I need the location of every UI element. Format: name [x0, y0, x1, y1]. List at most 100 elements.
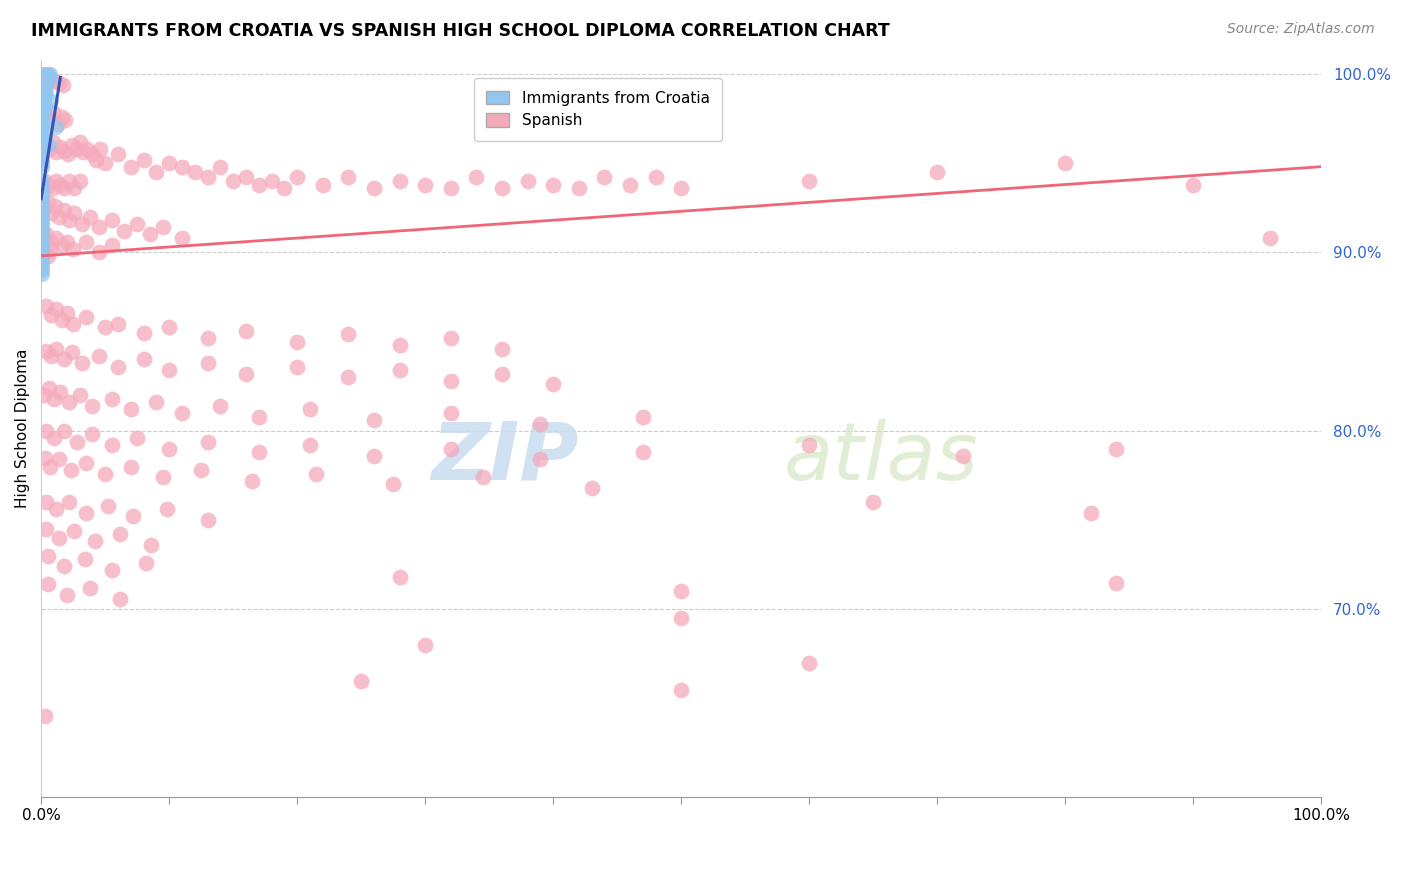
Point: [235, 170, 257, 185]
Point: [35, 227, 58, 242]
Point: [388, 338, 411, 352]
Point: [107, 359, 129, 374]
Point: [39, 67, 62, 81]
Point: [52, 78, 75, 92]
Point: [337, 327, 360, 342]
Point: [49, 140, 72, 154]
Point: [38, 70, 60, 85]
Point: [107, 317, 129, 331]
Point: [31, 92, 53, 106]
Point: [46, 117, 69, 131]
Point: [141, 538, 163, 552]
Point: [516, 174, 538, 188]
Point: [44, 74, 66, 88]
Point: [31, 81, 53, 95]
Point: [100, 213, 122, 227]
Point: [82, 427, 104, 442]
Point: [100, 563, 122, 577]
Point: [31, 99, 53, 113]
Point: [69, 388, 91, 402]
Point: [75, 506, 97, 520]
Point: [465, 170, 488, 185]
Legend: Immigrants from Croatia, Spanish: Immigrants from Croatia, Spanish: [474, 78, 721, 141]
Point: [51, 238, 73, 252]
Point: [862, 495, 884, 509]
Point: [31, 224, 53, 238]
Point: [197, 170, 219, 185]
Point: [31, 138, 53, 153]
Point: [619, 178, 641, 192]
Point: [312, 178, 335, 192]
Point: [82, 147, 104, 161]
Point: [39, 112, 62, 126]
Text: IMMIGRANTS FROM CROATIA VS SPANISH HIGH SCHOOL DIPLOMA CORRELATION CHART: IMMIGRANTS FROM CROATIA VS SPANISH HIGH …: [31, 22, 890, 40]
Point: [31, 210, 53, 224]
Point: [53, 424, 76, 438]
Point: [568, 181, 591, 195]
Point: [669, 181, 692, 195]
Point: [31, 178, 53, 192]
Point: [38, 142, 60, 156]
Point: [388, 363, 411, 377]
Point: [41, 181, 63, 195]
Point: [1054, 156, 1077, 170]
Point: [1258, 231, 1281, 245]
Point: [32, 85, 55, 99]
Point: [31, 128, 53, 142]
Y-axis label: High School Diploma: High School Diploma: [15, 349, 30, 508]
Point: [952, 449, 974, 463]
Point: [58, 174, 80, 188]
Point: [298, 402, 321, 417]
Point: [197, 434, 219, 449]
Point: [799, 656, 821, 670]
Point: [44, 199, 66, 213]
Point: [285, 170, 308, 185]
Point: [100, 238, 122, 252]
Point: [31, 202, 53, 217]
Point: [631, 409, 654, 424]
Point: [31, 192, 53, 206]
Point: [38, 138, 60, 153]
Point: [631, 445, 654, 459]
Text: R = 0.148: R = 0.148: [495, 104, 579, 122]
Point: [31, 213, 53, 227]
Point: [62, 317, 84, 331]
Point: [38, 178, 60, 192]
Point: [41, 206, 63, 220]
Point: [32, 245, 55, 260]
Point: [45, 302, 67, 317]
Point: [97, 499, 120, 513]
Point: [298, 438, 321, 452]
Point: [247, 445, 270, 459]
Point: [53, 352, 76, 367]
Point: [1080, 506, 1102, 520]
Point: [41, 308, 63, 322]
Point: [32, 95, 55, 110]
Point: [79, 210, 101, 224]
Point: [32, 76, 55, 90]
Point: [38, 381, 60, 395]
Point: [363, 449, 385, 463]
Point: [107, 147, 129, 161]
Point: [32, 78, 55, 92]
Point: [31, 181, 53, 195]
Point: [45, 231, 67, 245]
Point: [32, 92, 55, 106]
Point: [48, 76, 70, 90]
Point: [31, 252, 53, 267]
Point: [440, 406, 463, 420]
Point: [31, 95, 53, 110]
Point: [34, 138, 56, 153]
Point: [70, 356, 93, 370]
Point: [31, 153, 53, 167]
Point: [669, 584, 692, 599]
Point: [31, 263, 53, 277]
Point: [31, 227, 53, 242]
Point: [112, 224, 135, 238]
Point: [35, 343, 58, 358]
Point: [644, 170, 666, 185]
Point: [31, 206, 53, 220]
Point: [31, 160, 53, 174]
Point: [31, 149, 53, 163]
Point: [32, 201, 55, 215]
